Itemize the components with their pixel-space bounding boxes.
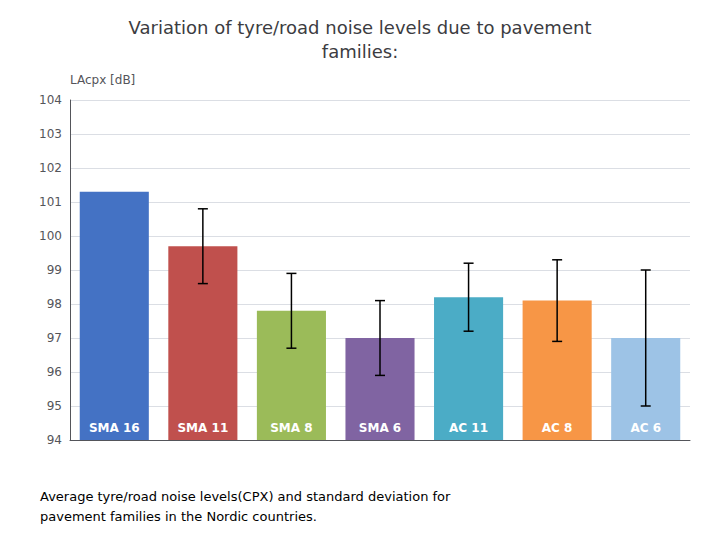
svg-text:AC 8: AC 8 [542,421,573,435]
svg-text:94: 94 [47,433,62,447]
svg-text:98: 98 [47,297,62,311]
svg-text:SMA 11: SMA 11 [177,421,228,435]
svg-text:AC 11: AC 11 [449,421,488,435]
svg-text:97: 97 [47,331,62,345]
svg-text:104: 104 [39,93,62,107]
svg-text:LAcpx [dB]: LAcpx [dB] [70,73,135,87]
svg-text:95: 95 [47,399,62,413]
svg-text:102: 102 [39,161,62,175]
svg-text:families:: families: [322,41,398,62]
svg-text:Variation of tyre/road noise l: Variation of tyre/road noise levels due … [129,17,592,38]
svg-text:pavement families in the Nordi: pavement families in the Nordic countrie… [40,509,317,524]
svg-text:SMA 16: SMA 16 [89,421,140,435]
svg-text:100: 100 [39,229,62,243]
svg-text:Average tyre/road noise levels: Average tyre/road noise levels(CPX) and … [40,489,451,504]
svg-text:99: 99 [47,263,62,277]
svg-text:AC 6: AC 6 [630,421,661,435]
svg-text:96: 96 [47,365,62,379]
svg-text:SMA 6: SMA 6 [359,421,401,435]
svg-text:SMA 8: SMA 8 [270,421,312,435]
svg-text:101: 101 [39,195,62,209]
svg-text:103: 103 [39,127,62,141]
